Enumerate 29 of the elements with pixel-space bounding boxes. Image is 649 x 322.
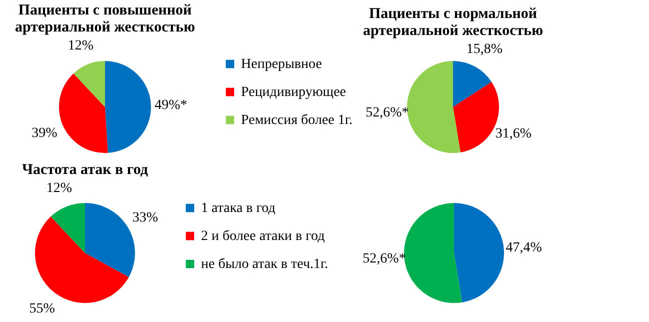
pie-slice bbox=[74, 61, 105, 107]
data-label: 15,8% bbox=[466, 42, 503, 57]
legend-label: не было атак в теч.1г. bbox=[201, 257, 328, 272]
pie-slice bbox=[453, 61, 492, 107]
pie-slice bbox=[454, 203, 504, 302]
data-label: 31,6% bbox=[495, 126, 532, 142]
chart-title: Пациенты с нормальной артериальной жесткостью bbox=[362, 6, 544, 39]
pie-slice bbox=[407, 61, 460, 153]
pie-slice bbox=[105, 61, 151, 153]
legend-label: Ремиссия более 1г. bbox=[241, 113, 353, 128]
data-label: 55% bbox=[29, 301, 56, 316]
pie-slice bbox=[85, 203, 135, 278]
data-label: 12% bbox=[46, 180, 72, 196]
data-label: 12% bbox=[68, 38, 94, 54]
data-label: 49%* bbox=[154, 98, 188, 113]
pie-slice bbox=[59, 73, 108, 153]
pie-slice bbox=[35, 216, 129, 303]
data-label: 39% bbox=[32, 126, 58, 142]
legend-label: 1 атака в год bbox=[201, 201, 276, 216]
legend-label: 2 и более атаки в год bbox=[201, 229, 325, 244]
legend-label: Непрерывное bbox=[241, 57, 322, 72]
chart-title: Частота атак в год bbox=[22, 162, 148, 178]
pie-slice bbox=[404, 203, 462, 303]
data-label: 47,4% bbox=[506, 240, 542, 256]
legend-label: Рецидивирующее bbox=[241, 85, 346, 100]
chart-title: Пациенты с повышенной артериальной жесткостью bbox=[14, 2, 196, 36]
pie-slice bbox=[50, 203, 85, 253]
data-label: 33% bbox=[132, 210, 158, 226]
data-label: 52,6%* bbox=[366, 105, 409, 120]
